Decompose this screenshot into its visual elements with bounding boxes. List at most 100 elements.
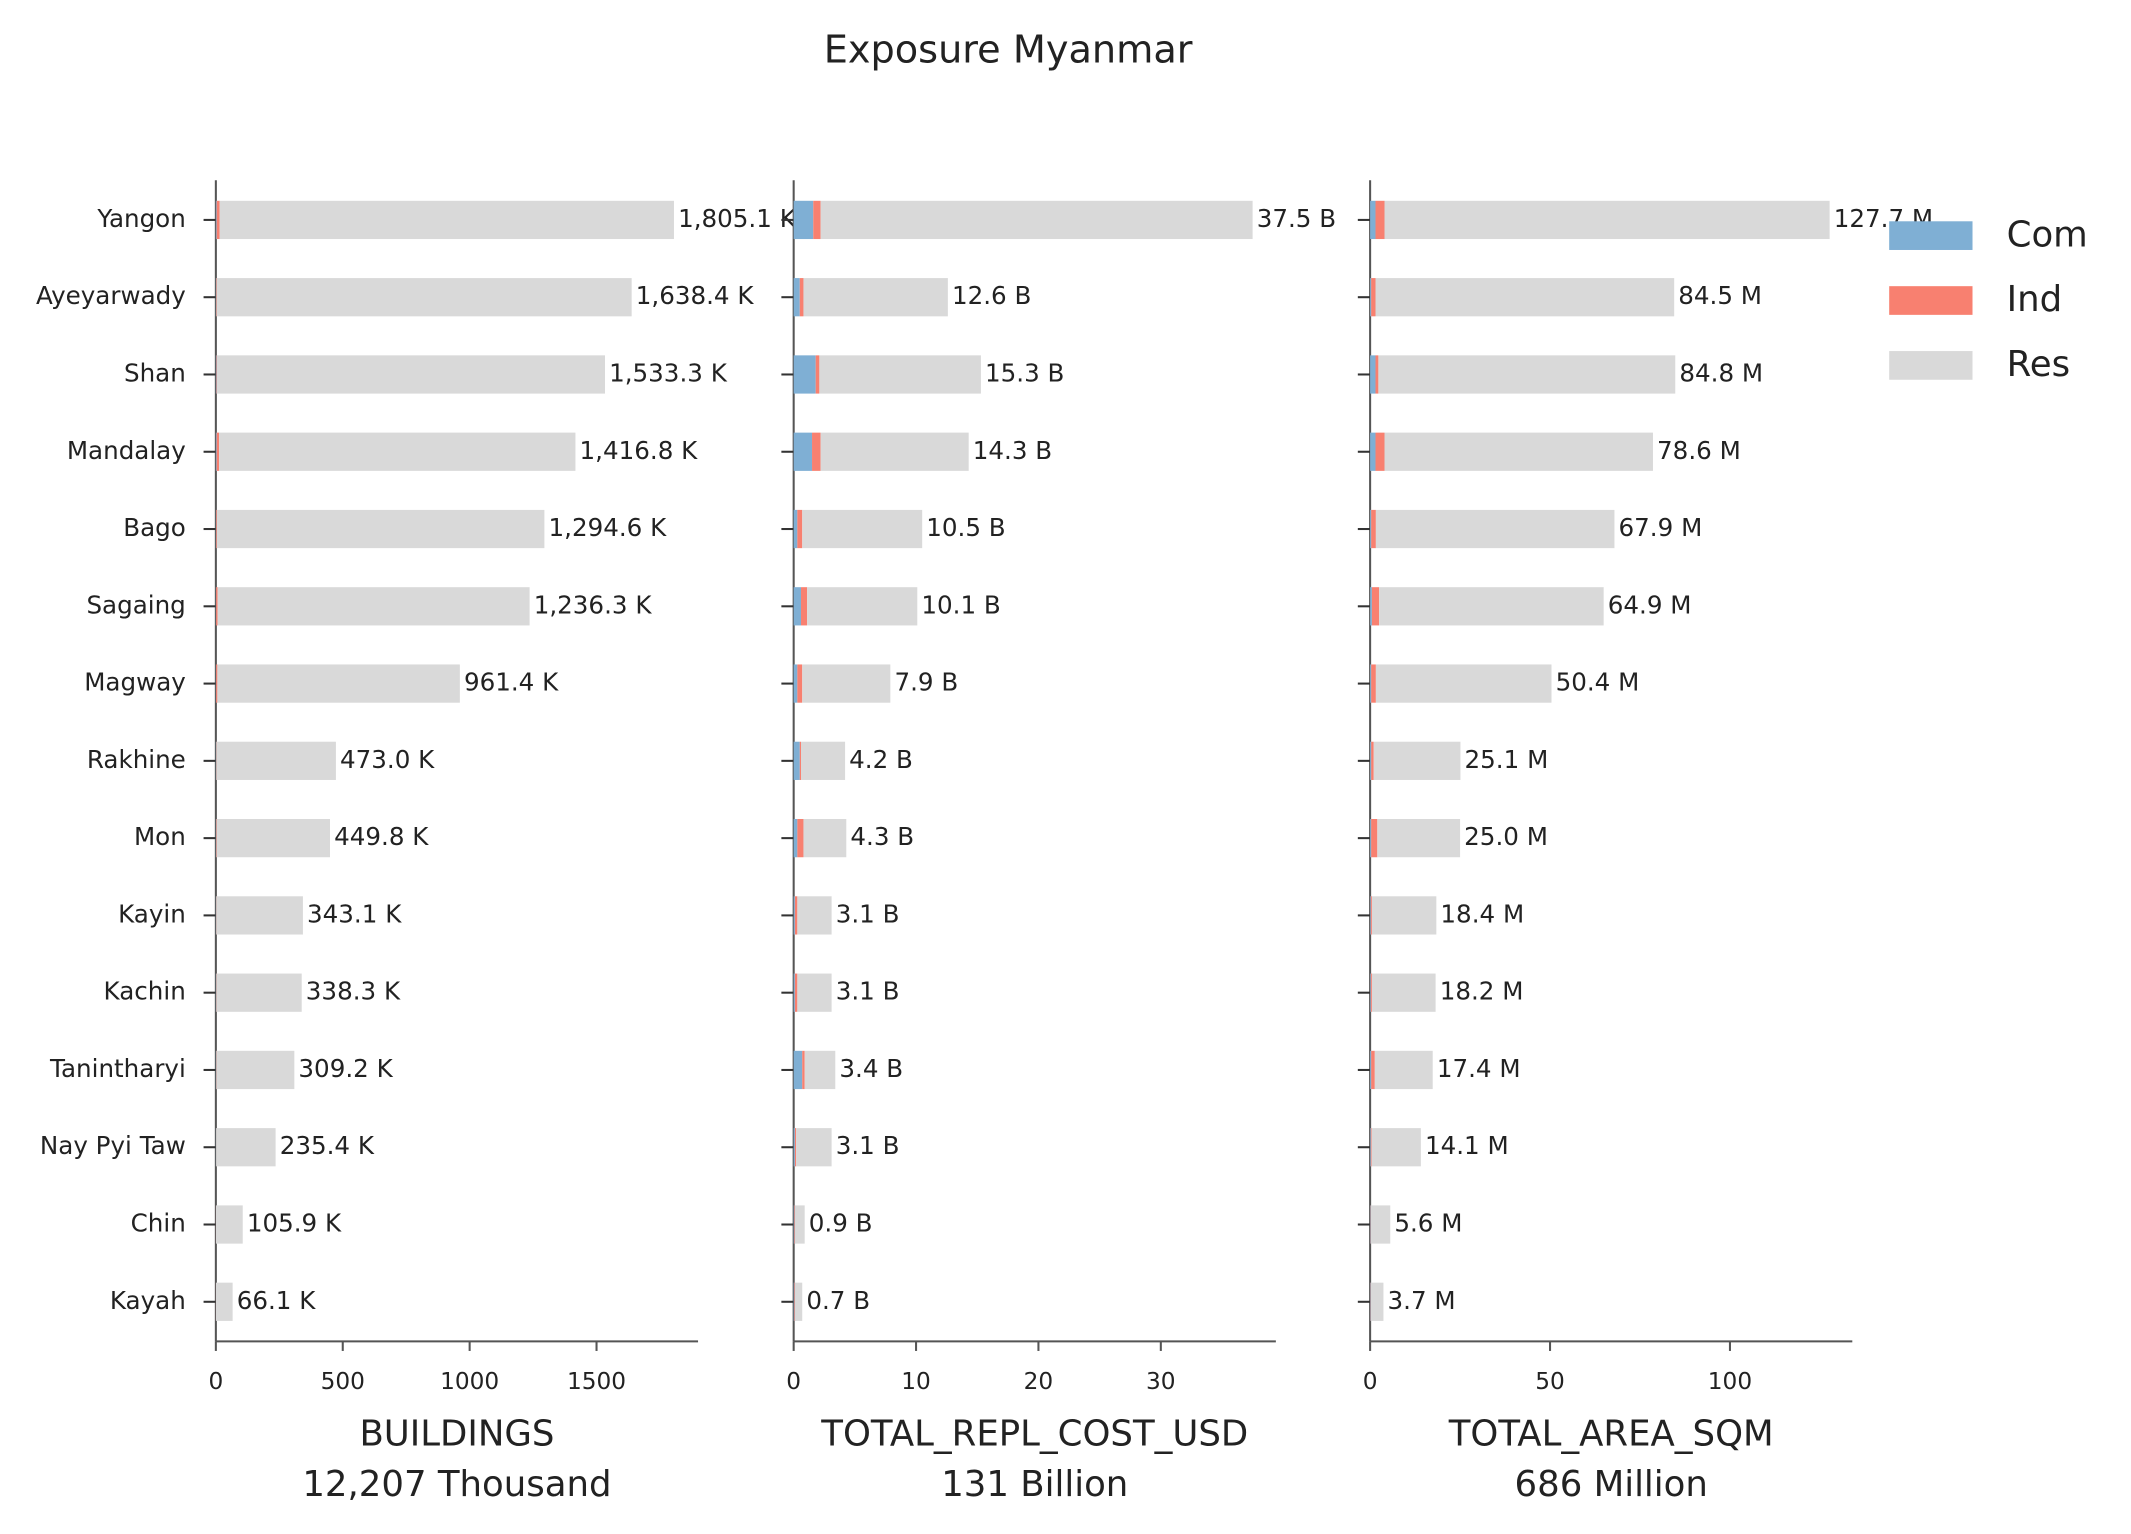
bar-segment (216, 896, 303, 935)
bar-segment (1375, 509, 1615, 549)
y-tick-label: Kayah (110, 1286, 186, 1315)
bar-segment (1370, 278, 1372, 317)
bar-segment (1371, 819, 1378, 858)
bar-segment (1370, 587, 1372, 626)
bar-segment (813, 200, 821, 240)
bar-segment (216, 741, 336, 780)
legend-swatch (1889, 286, 1973, 315)
bar-segment (812, 432, 821, 471)
value-label: 12.6 B (952, 281, 1031, 310)
x-axis-total: 131 Billion (941, 1464, 1128, 1505)
value-label: 449.8 K (334, 822, 429, 851)
bar-segment (797, 819, 804, 858)
bar-segment (1374, 1050, 1433, 1090)
value-label: 1,533.3 K (609, 358, 728, 387)
value-label: 4.3 B (850, 822, 914, 851)
bar-segment (216, 278, 217, 317)
bar-segment (1375, 278, 1675, 317)
value-label: 343.1 K (307, 899, 402, 928)
bar-segment (1371, 509, 1376, 549)
value-label: 4.2 B (849, 745, 913, 774)
legend-swatch (1889, 351, 1973, 380)
x-axis-total: 12,207 Thousand (302, 1464, 611, 1505)
value-label: 235.4 K (280, 1131, 375, 1160)
bar-segment (1370, 1050, 1372, 1090)
legend-label: Res (2007, 344, 2070, 385)
bar-segment (793, 819, 798, 858)
bar-segment (797, 509, 803, 549)
value-label: 338.3 K (306, 977, 401, 1006)
y-tick-label: Shan (124, 358, 186, 387)
bar-segment (1370, 1205, 1391, 1244)
bar-segment (1370, 896, 1372, 935)
bar-segment (793, 896, 795, 935)
bar-segment (815, 355, 820, 394)
value-label: 105.9 K (247, 1209, 342, 1238)
bar-segment (819, 355, 981, 394)
bar-segment (820, 432, 969, 471)
bar-segment (1370, 355, 1376, 394)
value-label: 14.3 B (973, 436, 1052, 465)
value-label: 1,416.8 K (580, 436, 699, 465)
value-label: 7.9 B (894, 668, 958, 697)
bar-segment (797, 664, 803, 703)
bar-segment (794, 973, 798, 1012)
x-axis-total: 686 Million (1515, 1464, 1708, 1505)
bar-segment (793, 278, 800, 317)
value-label: 3.7 M (1388, 1286, 1456, 1315)
y-tick-label: Bago (123, 513, 186, 542)
bar-segment (219, 200, 674, 240)
bar-segment (793, 1050, 803, 1090)
x-tick-label: 10 (901, 1368, 931, 1395)
bar-segment (802, 509, 923, 549)
legend-label: Com (2007, 214, 2088, 255)
y-tick-label: Nay Pyi Taw (40, 1131, 186, 1160)
value-label: 3.1 B (836, 899, 900, 928)
bar-segment (216, 355, 217, 394)
bar-segment (794, 1282, 803, 1321)
bar-segment (216, 587, 218, 626)
value-label: 1,294.6 K (549, 513, 668, 542)
bar-segment (1370, 896, 1371, 935)
bar-segment (793, 1282, 795, 1321)
bar-segment (216, 664, 218, 703)
y-tick-label: Yangon (96, 204, 185, 233)
bar-segment (797, 896, 832, 935)
value-label: 17.4 M (1437, 1054, 1521, 1083)
bar-segment (793, 587, 802, 626)
value-label: 14.1 M (1425, 1131, 1509, 1160)
bar-segment (216, 819, 331, 858)
value-label: 18.4 M (1440, 899, 1524, 928)
value-label: 78.6 M (1657, 436, 1741, 465)
bar-segment (1371, 973, 1436, 1012)
value-label: 0.7 B (806, 1286, 870, 1315)
bar-segment (1370, 1282, 1384, 1321)
x-tick-label: 0 (786, 1368, 801, 1395)
value-label: 309.2 K (298, 1054, 393, 1083)
bar-segment (1379, 587, 1604, 626)
x-tick-label: 1000 (440, 1368, 499, 1395)
value-label: 10.1 B (921, 590, 1000, 619)
legend-swatch (1889, 221, 1973, 250)
bar-segment (797, 973, 832, 1012)
bar-segment (793, 432, 813, 471)
chart-title: Exposure Myanmar (824, 28, 1193, 72)
bar-segment (1371, 278, 1376, 317)
bar-segment (793, 973, 795, 1012)
bar-segment (793, 509, 798, 549)
value-label: 25.1 M (1465, 745, 1549, 774)
y-tick-label: Tanintharyi (49, 1054, 186, 1083)
bar-segment (796, 1128, 832, 1167)
bar-segment (801, 587, 808, 626)
bar-segment (1370, 1128, 1372, 1167)
x-tick-label: 500 (321, 1368, 365, 1395)
bar-segment (1384, 200, 1830, 240)
x-tick-label: 30 (1146, 1368, 1176, 1395)
bar-segment (799, 741, 802, 780)
bar-segment (1371, 664, 1376, 703)
value-label: 1,236.3 K (534, 590, 653, 619)
bar-segment (219, 432, 576, 471)
bar-segment (216, 509, 545, 549)
value-label: 1,638.4 K (636, 281, 755, 310)
y-tick-label: Kachin (104, 977, 186, 1006)
